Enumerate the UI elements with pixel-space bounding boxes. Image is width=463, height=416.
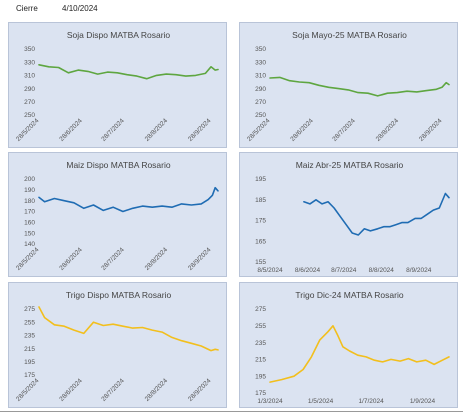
y-tick-label: 160: [24, 220, 35, 227]
y-tick-label: 235: [24, 333, 35, 340]
x-tick-label: 28/7/2024: [331, 117, 357, 143]
y-tick-label: 290: [24, 86, 35, 93]
y-tick-label: 215: [255, 357, 266, 364]
header: Cierre 4/10/2024: [16, 4, 98, 13]
y-tick-label: 310: [255, 73, 266, 80]
y-tick-label: 195: [255, 373, 266, 380]
y-tick-label: 275: [255, 306, 266, 313]
y-tick-label: 185: [255, 197, 266, 204]
chart-panel-soja-mayo: Soja Mayo-25 MATBA Rosario 250 270 290 310 33…: [239, 22, 458, 148]
x-tick-label: 28/5/2024: [15, 377, 41, 403]
chart-panel-maiz-abr: Maiz Abr-25 MATBA Rosario 155 165 175 185 195…: [239, 152, 458, 277]
chart-title: Trigo Dispo MATBA Rosario: [66, 290, 172, 300]
y-tick-label: 270: [24, 99, 35, 106]
series-line: [269, 324, 450, 383]
series-line: [38, 63, 219, 80]
y-tick-label: 180: [24, 198, 35, 205]
y-tick-label: 290: [255, 86, 266, 93]
y-tick-label: 200: [24, 176, 35, 183]
y-tick-label: 275: [24, 306, 35, 313]
x-tick-label: 28/8/2024: [144, 246, 170, 272]
series-line: [38, 306, 219, 352]
chart-title: Maiz Dispo MATBA Rosario: [66, 160, 171, 170]
x-tick-label: 28/9/2024: [187, 377, 213, 403]
chart-panel-trigo-dic: Trigo Dic-24 MATBA Rosario 175 195 215 235 25…: [239, 282, 458, 408]
y-tick-label: 350: [24, 46, 35, 53]
y-tick-label: 175: [255, 390, 266, 397]
x-tick-label: 28/9/2024: [418, 117, 444, 143]
x-tick-label: 28/8/2024: [375, 117, 401, 143]
header-date: 4/10/2024: [62, 4, 98, 13]
y-tick-label: 190: [24, 187, 35, 194]
chart-svg: Trigo Dispo MATBA Rosario 175 195 215 235 255…: [15, 290, 219, 403]
chart-title: Soja Mayo-25 MATBA Rosario: [292, 30, 407, 40]
x-tick-label: 1/3/2024: [257, 398, 283, 405]
y-tick-label: 195: [255, 176, 266, 183]
y-tick-label: 215: [24, 346, 35, 353]
y-tick-label: 175: [255, 218, 266, 225]
header-label: Cierre: [16, 4, 38, 13]
y-tick-label: 195: [24, 359, 35, 366]
chart-svg: Soja Mayo-25 MATBA Rosario 250 270 290 310 33…: [246, 30, 450, 143]
chart-svg: Maiz Abr-25 MATBA Rosario 155 165 175 185 195…: [255, 160, 450, 274]
y-tick-label: 350: [255, 46, 266, 53]
x-tick-label: 8/6/2024: [295, 267, 321, 274]
x-tick-label: 28/6/2024: [58, 246, 84, 272]
y-tick-label: 155: [255, 259, 266, 266]
chart-svg: Soja Dispo MATBA Rosario 250 270 290 310 330 3…: [15, 30, 219, 143]
chart-panel-maiz-dispo: Maiz Dispo MATBA Rosario 140 150 160 170 180 1…: [8, 152, 227, 277]
y-tick-label: 330: [24, 59, 35, 66]
series-line: [38, 186, 219, 213]
x-tick-label: 28/7/2024: [100, 246, 126, 272]
y-tick-label: 255: [255, 323, 266, 330]
y-tick-label: 310: [24, 73, 35, 80]
y-tick-label: 330: [255, 59, 266, 66]
x-tick-label: 28/5/2024: [246, 117, 272, 143]
y-tick-label: 150: [24, 230, 35, 237]
x-tick-label: 1/5/2024: [308, 398, 334, 405]
x-tick-label: 28/7/2024: [100, 377, 126, 403]
x-tick-label: 28/7/2024: [100, 117, 126, 143]
y-tick-label: 165: [255, 238, 266, 245]
x-tick-label: 28/5/2024: [15, 246, 41, 272]
bottom-rule: [0, 411, 463, 412]
x-tick-label: 28/8/2024: [144, 377, 170, 403]
y-tick-label: 255: [24, 319, 35, 326]
y-tick-label: 235: [255, 340, 266, 347]
y-tick-label: 250: [255, 112, 266, 119]
x-tick-label: 8/8/2024: [369, 267, 395, 274]
y-tick-label: 250: [24, 112, 35, 119]
x-tick-label: 28/5/2024: [15, 117, 41, 143]
chart-title: Trigo Dic-24 MATBA Rosario: [295, 290, 403, 300]
chart-title: Maiz Abr-25 MATBA Rosario: [296, 160, 404, 170]
x-tick-label: 28/8/2024: [144, 117, 170, 143]
y-tick-label: 175: [24, 372, 35, 379]
x-tick-label: 8/9/2024: [406, 267, 432, 274]
x-tick-label: 28/6/2024: [289, 117, 315, 143]
y-tick-label: 170: [24, 209, 35, 216]
x-tick-label: 1/9/2024: [410, 398, 436, 405]
x-tick-label: 28/9/2024: [187, 117, 213, 143]
y-tick-label: 270: [255, 99, 266, 106]
chart-panel-trigo-dispo: Trigo Dispo MATBA Rosario 175 195 215 235 255…: [8, 282, 227, 408]
series-line: [269, 76, 450, 97]
y-tick-label: 140: [24, 241, 35, 248]
chart-title: Soja Dispo MATBA Rosario: [67, 30, 171, 40]
x-tick-label: 28/9/2024: [187, 246, 213, 272]
series-line: [303, 192, 450, 236]
chart-svg: Maiz Dispo MATBA Rosario 140 150 160 170 180 1…: [15, 160, 219, 272]
x-tick-label: 8/7/2024: [331, 267, 357, 274]
chart-panel-soja-dispo: Soja Dispo MATBA Rosario 250 270 290 310 330 3…: [8, 22, 227, 148]
x-tick-label: 28/6/2024: [58, 117, 84, 143]
x-tick-label: 28/6/2024: [58, 377, 84, 403]
x-tick-label: 8/5/2024: [257, 267, 283, 274]
x-tick-label: 1/7/2024: [358, 398, 384, 405]
chart-svg: Trigo Dic-24 MATBA Rosario 175 195 215 235 25…: [255, 290, 450, 405]
